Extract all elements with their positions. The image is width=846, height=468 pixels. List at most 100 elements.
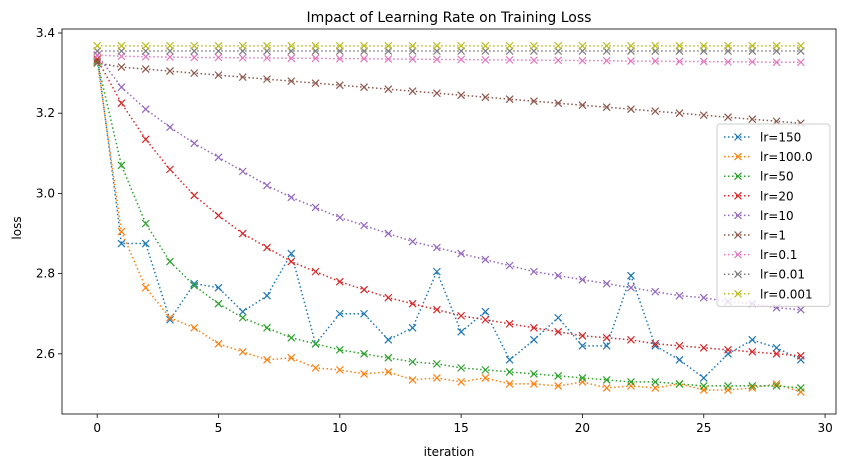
data-point [238, 307, 247, 316]
data-point [214, 153, 223, 162]
data-point [578, 373, 587, 382]
data-point [602, 279, 611, 288]
data-point [190, 139, 199, 148]
data-point [602, 341, 611, 350]
data-point [529, 335, 538, 344]
data-point [287, 41, 296, 50]
data-point [651, 341, 660, 350]
x-tick-label: 10 [332, 421, 347, 435]
y-tick-label: 3.4 [36, 26, 55, 40]
data-point [772, 58, 781, 67]
data-point [748, 347, 757, 356]
data-point [748, 41, 757, 50]
legend-label: lr=1 [760, 229, 786, 243]
data-point [263, 355, 271, 364]
data-point [796, 58, 805, 67]
data-point [360, 41, 369, 50]
data-point [335, 309, 344, 318]
data-point [384, 85, 393, 94]
data-point [360, 285, 369, 294]
legend-marker [734, 152, 742, 161]
data-point [651, 377, 660, 386]
data-point [724, 57, 732, 66]
data-point [554, 382, 563, 390]
data-point [287, 249, 296, 258]
data-point [360, 309, 369, 318]
data-point [651, 287, 660, 296]
data-point [748, 115, 757, 124]
data-point [578, 41, 587, 50]
data-point [214, 53, 223, 62]
data-point [166, 315, 174, 324]
data-point [748, 335, 757, 344]
data-point [311, 267, 320, 276]
data-point [141, 219, 150, 228]
data-point [141, 105, 150, 114]
data-point [627, 105, 635, 114]
x-tick-label: 0 [93, 421, 101, 435]
data-point [481, 255, 490, 264]
x-tick-label: 15 [453, 421, 468, 435]
data-point [287, 77, 296, 86]
data-point [699, 293, 708, 302]
y-axis-label: loss [10, 216, 24, 239]
legend-marker [734, 172, 742, 181]
data-point [675, 291, 684, 300]
data-point [141, 52, 150, 61]
data-point [481, 93, 490, 102]
series-line [96, 60, 802, 393]
series-line [96, 58, 801, 357]
legend-item: lr=1 [724, 229, 786, 243]
series-lr=0.01 [93, 47, 805, 55]
series-line [97, 62, 801, 124]
series-line [96, 60, 801, 389]
series-line [97, 54, 801, 64]
data-point [408, 323, 417, 332]
data-point [772, 382, 781, 390]
data-point [311, 363, 320, 372]
data-point [360, 221, 369, 230]
data-point [263, 323, 271, 332]
data-point [529, 97, 538, 106]
data-point [724, 41, 732, 50]
data-point [238, 73, 247, 82]
data-point [432, 359, 441, 368]
data-point [651, 339, 660, 348]
data-point [675, 355, 684, 364]
data-point [505, 319, 514, 328]
data-point [457, 41, 466, 50]
data-point [554, 41, 563, 50]
data-point [529, 267, 538, 276]
data-point [287, 353, 296, 362]
series-lr=0.001 [93, 41, 805, 50]
data-point [724, 345, 732, 354]
data-point [481, 41, 490, 50]
data-point [263, 291, 271, 300]
data-point [408, 237, 417, 246]
data-point [432, 41, 441, 50]
data-point [263, 75, 271, 84]
data-point [384, 41, 393, 50]
data-point [238, 41, 247, 50]
data-point [190, 279, 199, 288]
data-point [141, 239, 150, 248]
data-point [699, 382, 708, 390]
data-point [384, 293, 393, 302]
data-point [796, 351, 805, 360]
data-point [796, 305, 805, 314]
data-point [287, 54, 296, 63]
data-point [699, 343, 708, 352]
data-point [432, 55, 441, 64]
data-point [335, 345, 344, 354]
legend-label: lr=150 [760, 131, 801, 145]
x-tick-label: 5 [215, 421, 223, 435]
data-point [335, 365, 344, 374]
data-point [602, 103, 611, 112]
data-point [287, 193, 296, 202]
legend-marker [734, 289, 742, 298]
data-point [238, 229, 247, 238]
data-point [481, 315, 490, 324]
legend-item: lr=0.001 [724, 287, 813, 301]
data-point [602, 375, 611, 384]
